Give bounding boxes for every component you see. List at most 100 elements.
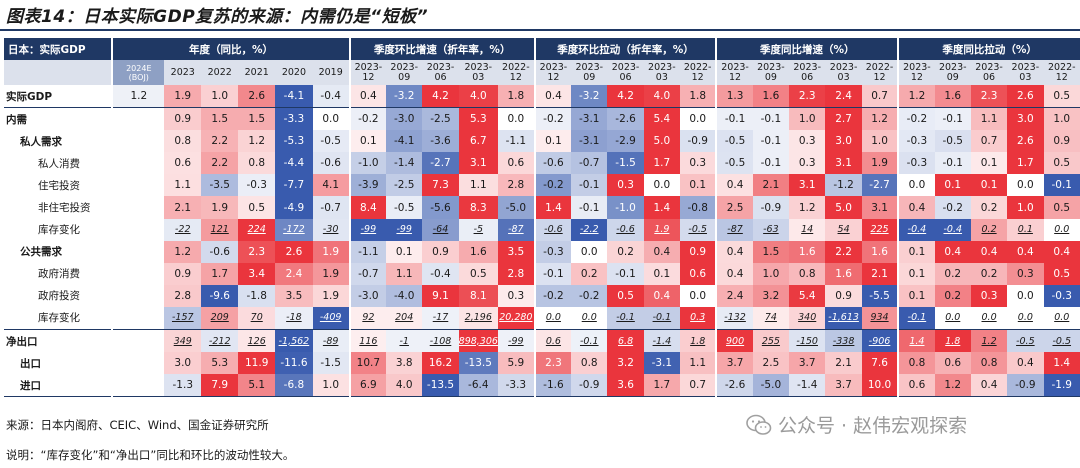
value-cell: 3.8 xyxy=(386,352,423,375)
value-cell: 0.0 xyxy=(1054,224,1070,236)
value-cell: 1.9 xyxy=(312,262,350,285)
value-cell: 1.7 xyxy=(643,374,680,398)
value-cell: -1.6 xyxy=(533,374,572,398)
value-cell: -0.9 xyxy=(680,130,717,153)
value-cell: 3.7 xyxy=(715,352,753,375)
table-row: 内需 0.9 1.5 1.5 -3.3 0.0 -0.2 -3.0 -2.5 5.3 0.0 -0.2… xyxy=(4,107,1080,131)
value-cell: -0.1 xyxy=(571,196,608,219)
value-cell: 0.4 xyxy=(715,262,753,285)
row-label: 内需 xyxy=(6,113,27,126)
value-cell: 1.4 xyxy=(1043,352,1080,375)
value-cell: -3.1 xyxy=(643,352,680,375)
value-cell: -1,613 xyxy=(825,306,862,331)
table-row: 净出口 349 -212 126 -1,562 -89 116 -1 -108 898,306 -9… xyxy=(4,329,1080,353)
value-cell: 0.0 xyxy=(1017,289,1034,302)
value-cell: 0.8 xyxy=(571,352,608,375)
value-cell: 0.0 xyxy=(897,174,935,197)
value-cell: 3.7 xyxy=(789,352,826,375)
value-cell: -2.7 xyxy=(422,152,459,175)
value-cell: -4.0 xyxy=(386,284,423,307)
value-cell: 2.6 xyxy=(1007,85,1044,109)
value-cell: -13.5 xyxy=(458,352,498,375)
value-cell: -0.4 xyxy=(312,85,350,109)
value-cell: 3.2 xyxy=(607,352,644,375)
value-cell: -0.5 xyxy=(934,130,971,153)
value-cell: 1.5 xyxy=(752,240,790,263)
value-cell: 225 xyxy=(861,218,899,241)
value-cell: -2.7 xyxy=(861,174,899,197)
table-row: 进口 -1.3 7.9 5.1 -6.8 1.0 6.9 4.0 -13.5 -6.4 -3.3 -1… xyxy=(4,374,1080,398)
value-cell: 1.7 xyxy=(201,262,239,285)
value-cell: 0.4 xyxy=(934,240,971,263)
value-cell: -3.3 xyxy=(497,374,535,398)
value-cell: 4.0 xyxy=(386,374,423,398)
value-cell: -0.2 xyxy=(348,107,387,131)
value-cell: 0.0 xyxy=(322,113,340,126)
value-cell: -0.1 xyxy=(533,262,572,285)
value-cell: 1.9 xyxy=(312,284,350,307)
period-header-blank xyxy=(4,60,113,85)
value-cell: -1.4 xyxy=(643,329,680,353)
value-cell: -0.5 xyxy=(312,130,350,153)
quarter-header: 2022- 12 xyxy=(497,60,535,85)
value-cell: 0.1 xyxy=(348,130,387,153)
value-cell: 0.3 xyxy=(680,152,717,175)
value-cell: 0.8 xyxy=(164,130,202,153)
value-cell: 1.8 xyxy=(680,85,717,109)
value-cell: -0.7 xyxy=(312,196,350,219)
source-note: 来源：日本内阁府、CEIC、Wind、国金证券研究所 xyxy=(6,418,269,432)
value-cell: 4.0 xyxy=(458,85,498,109)
value-cell: 2.8 xyxy=(497,174,535,197)
value-cell: 6.9 xyxy=(348,374,387,398)
year-header: 2022 xyxy=(201,60,239,85)
value-cell: 1.6 xyxy=(934,85,971,109)
value-cell: -2.2 xyxy=(571,218,608,241)
value-cell xyxy=(111,218,165,241)
value-cell: 10.0 xyxy=(861,374,899,398)
value-cell: 2.5 xyxy=(715,196,753,219)
value-cell: -3.0 xyxy=(386,107,423,131)
value-cell: 2.3 xyxy=(533,352,572,375)
value-cell: 2.8 xyxy=(497,262,535,285)
value-cell: -0.6 xyxy=(607,218,644,241)
value-cell: -0.1 xyxy=(715,107,753,131)
value-cell: 20,280 xyxy=(497,306,535,331)
value-cell: 1.8 xyxy=(934,329,971,353)
value-cell: -0.2 xyxy=(897,107,935,131)
value-cell: -0.1 xyxy=(752,107,790,131)
value-cell: 1.1 xyxy=(164,174,202,197)
value-cell: 92 xyxy=(348,306,387,331)
year-header: 2019 xyxy=(312,60,350,85)
value-cell: 3.0 xyxy=(164,352,202,375)
value-cell: 0.0 xyxy=(580,245,598,258)
value-cell: 2.2 xyxy=(201,130,239,153)
quarter-header: 2023- 12 xyxy=(533,60,572,85)
value-cell: 0.5 xyxy=(1043,262,1080,285)
value-cell: -0.4 xyxy=(934,218,971,241)
value-cell: -1.3 xyxy=(164,374,202,398)
value-cell: 1.1 xyxy=(386,262,423,285)
qoq-growth-header: 季度环比增速（折年率，%） xyxy=(348,38,535,60)
value-cell: 0.9 xyxy=(164,107,202,131)
value-cell: 5.4 xyxy=(643,107,680,131)
value-cell: 1.8 xyxy=(497,85,535,109)
value-cell: -906 xyxy=(861,329,899,353)
value-cell: 1.9 xyxy=(201,196,239,219)
value-cell: 0.2 xyxy=(934,284,971,307)
value-cell: 14 xyxy=(789,218,826,241)
value-cell: -1.8 xyxy=(238,284,276,307)
value-cell: -5.5 xyxy=(861,284,899,307)
value-cell: -5 xyxy=(458,218,498,241)
value-cell: -0.3 xyxy=(533,240,572,263)
value-cell: 0.0 xyxy=(1043,306,1080,331)
value-cell: 0.1 xyxy=(897,240,935,263)
value-cell: 5.9 xyxy=(497,352,535,375)
value-cell: 1.6 xyxy=(789,240,826,263)
value-cell: 0.9 xyxy=(422,240,459,263)
value-cell: -99 xyxy=(386,218,423,241)
value-cell: -0.6 xyxy=(533,152,572,175)
value-cell: 349 xyxy=(164,329,202,353)
value-cell: 0.5 xyxy=(607,284,644,307)
value-cell: 1.9 xyxy=(861,152,899,175)
value-cell: -9.6 xyxy=(201,284,239,307)
